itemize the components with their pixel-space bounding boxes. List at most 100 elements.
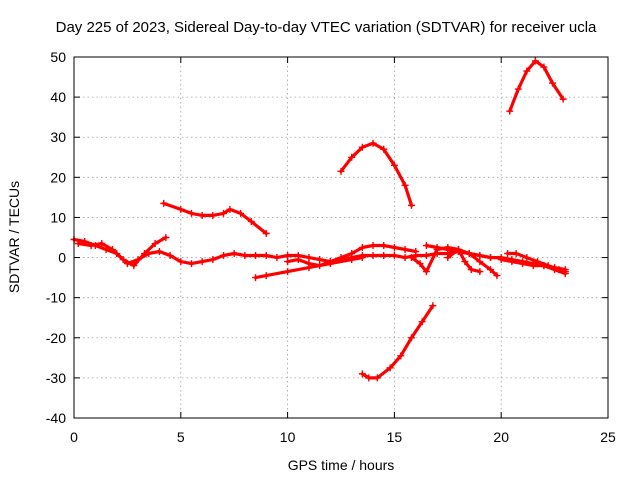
data-point <box>487 254 495 262</box>
data-point <box>237 209 245 217</box>
data-point <box>241 252 249 260</box>
data-point <box>476 258 484 266</box>
data-point <box>407 201 415 209</box>
y-axis-label: SDTVAR / TECUs <box>6 181 22 293</box>
data-point <box>177 205 185 213</box>
x-tick-label: 10 <box>280 429 296 445</box>
data-point <box>209 256 217 264</box>
data-point <box>444 254 452 262</box>
data-point <box>401 246 409 254</box>
data-point <box>166 252 174 260</box>
data-point <box>305 254 313 262</box>
data-point <box>187 260 195 268</box>
data-point <box>294 256 302 264</box>
data-point <box>390 252 398 260</box>
data-point <box>467 266 475 274</box>
series-line <box>360 304 435 380</box>
data-point <box>326 258 334 266</box>
data-point <box>198 258 206 266</box>
data-point <box>412 248 420 256</box>
data-point <box>422 252 430 260</box>
x-tick-label: 5 <box>177 429 185 445</box>
y-tick-label: 40 <box>50 89 66 105</box>
x-tick-label: 15 <box>387 429 403 445</box>
series-line <box>339 141 414 207</box>
data-point <box>386 364 394 372</box>
data-point <box>337 167 345 175</box>
y-tick-label: 10 <box>50 209 66 225</box>
data-point <box>220 209 228 217</box>
data-series <box>70 57 569 382</box>
grid <box>74 57 608 418</box>
x-axis-label: GPS time / hours <box>288 457 395 473</box>
data-point <box>98 240 106 248</box>
data-point <box>429 302 437 310</box>
data-point <box>422 242 430 250</box>
data-point <box>444 246 452 254</box>
data-point <box>108 246 116 254</box>
x-tick-label: 25 <box>600 429 616 445</box>
data-point <box>162 234 170 241</box>
data-point <box>561 270 569 278</box>
chart-title: Day 225 of 2023, Sidereal Day-to-day VTE… <box>56 19 597 36</box>
data-point <box>512 250 520 258</box>
data-point <box>160 199 168 207</box>
data-point <box>369 252 377 260</box>
data-point <box>519 260 527 268</box>
data-point <box>380 242 388 250</box>
data-point <box>534 258 542 266</box>
data-point <box>187 209 195 217</box>
data-point <box>226 205 234 213</box>
data-point <box>416 260 424 268</box>
data-point <box>551 266 559 274</box>
data-point <box>514 85 522 93</box>
data-point <box>508 258 516 266</box>
data-point <box>177 258 185 266</box>
series-track-m <box>497 256 569 278</box>
x-tick-label: 0 <box>70 429 78 445</box>
data-point <box>358 143 366 151</box>
axis-ticks: 0 5 10 15 20 25 -40 -30 -20 -10 0 10 20 30 40 50 <box>46 49 616 445</box>
data-point <box>337 254 345 262</box>
series-track-f <box>337 139 415 209</box>
data-point <box>284 252 292 260</box>
series-track-d <box>252 254 366 282</box>
data-point <box>390 244 398 252</box>
data-point <box>540 63 548 71</box>
plot-frame <box>73 56 609 419</box>
data-point <box>151 240 159 248</box>
data-point <box>262 229 270 237</box>
x-tick-label: 20 <box>493 429 509 445</box>
data-point <box>247 217 255 225</box>
data-point <box>454 246 462 254</box>
data-point <box>220 252 228 260</box>
y-tick-label: 20 <box>50 169 66 185</box>
data-point <box>74 240 82 248</box>
series-track-j <box>444 246 484 276</box>
data-point <box>209 211 217 219</box>
data-point <box>401 254 409 262</box>
data-point <box>305 260 313 268</box>
data-point <box>433 244 441 252</box>
series-track-c <box>160 199 270 237</box>
data-point <box>130 262 138 270</box>
y-tick-label: -10 <box>46 290 66 306</box>
data-point <box>358 254 366 262</box>
data-point <box>523 67 531 75</box>
series-track-b <box>74 234 170 270</box>
data-point <box>397 352 405 360</box>
data-point <box>380 145 388 153</box>
data-point <box>273 254 281 262</box>
y-tick-label: -40 <box>46 410 66 426</box>
data-point <box>487 266 495 274</box>
y-tick-label: -30 <box>46 370 66 386</box>
y-tick-label: 0 <box>58 250 66 266</box>
data-point <box>230 250 238 258</box>
data-point <box>262 252 270 260</box>
data-point <box>390 161 398 169</box>
y-tick-label: -20 <box>46 330 66 346</box>
data-point <box>529 262 537 270</box>
data-point <box>262 272 270 280</box>
data-point <box>284 268 292 276</box>
